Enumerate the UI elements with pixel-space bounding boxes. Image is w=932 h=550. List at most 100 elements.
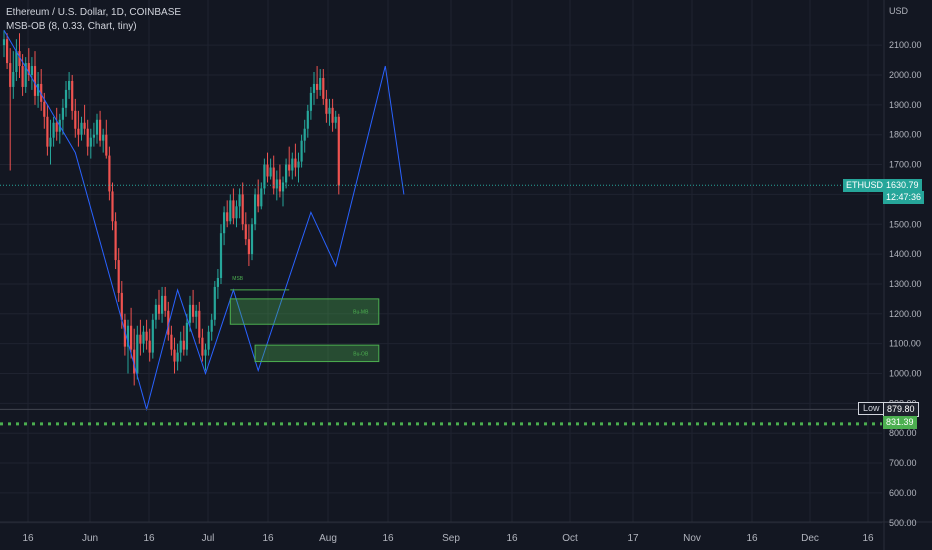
candle-body xyxy=(157,304,161,314)
candle-body xyxy=(291,158,294,171)
candle-body xyxy=(139,334,142,344)
candle xyxy=(247,224,250,267)
candle xyxy=(89,128,92,159)
candle xyxy=(15,39,18,81)
msb-label: MSB xyxy=(232,276,244,282)
candle-body xyxy=(334,116,337,123)
candle-body xyxy=(229,200,232,222)
candle xyxy=(303,119,306,153)
candle-body xyxy=(207,331,210,350)
order-blocks: Bu-MB Bu-OB xyxy=(229,298,380,363)
candle-body xyxy=(9,63,12,87)
candle-body xyxy=(312,83,316,93)
candle xyxy=(201,328,204,362)
candle xyxy=(297,152,300,183)
candle-body xyxy=(213,286,216,320)
price-tick-label: 1000.00 xyxy=(889,369,922,379)
candle xyxy=(37,72,40,108)
price-tick-label: 2100.00 xyxy=(889,40,922,50)
indicator-title[interactable]: MSB-OB (8, 0.33, Chart, tiny) xyxy=(6,21,137,32)
time-tick-label: Jun xyxy=(82,533,98,544)
candle-body xyxy=(136,334,139,374)
candle xyxy=(241,182,244,231)
candle xyxy=(207,325,210,356)
candle-body xyxy=(52,122,55,138)
candle xyxy=(266,152,269,183)
candle xyxy=(77,110,80,147)
price-tick-label: 800.00 xyxy=(889,428,917,438)
candle-body xyxy=(102,134,105,141)
candle xyxy=(92,122,95,147)
candle-body xyxy=(322,77,325,99)
candle-body xyxy=(21,66,24,87)
candle xyxy=(260,182,263,210)
candle xyxy=(52,116,55,147)
candle-body xyxy=(71,80,74,111)
candle xyxy=(331,98,334,132)
order-block-label: Bu-MB xyxy=(353,310,369,316)
candle xyxy=(49,119,52,165)
candle-body xyxy=(105,134,108,156)
candle xyxy=(40,69,43,111)
time-tick-label: Sep xyxy=(442,533,460,544)
candle xyxy=(250,218,254,261)
candle xyxy=(322,69,325,105)
candle xyxy=(74,98,77,138)
candle xyxy=(306,104,309,138)
price-tick-label: 1900.00 xyxy=(889,100,922,110)
candle xyxy=(55,107,58,141)
time-tick-label: 16 xyxy=(506,533,518,544)
price-tick-label: 1100.00 xyxy=(889,339,921,349)
candle xyxy=(232,188,235,225)
candle-body xyxy=(30,66,33,75)
candle xyxy=(195,304,198,329)
candle xyxy=(229,194,232,225)
candle-body xyxy=(204,349,207,356)
candle xyxy=(111,182,114,231)
candle xyxy=(142,325,145,353)
candle-body xyxy=(195,310,198,317)
candle xyxy=(198,301,201,344)
candle-body xyxy=(161,295,164,314)
candle xyxy=(71,75,74,120)
candle-body xyxy=(55,122,58,132)
candle xyxy=(269,158,272,180)
candle xyxy=(223,206,226,246)
price-tick-label: 1500.00 xyxy=(889,219,922,229)
candle xyxy=(18,33,21,78)
candle-body xyxy=(216,277,219,287)
candle xyxy=(86,119,89,156)
candle-body xyxy=(250,224,254,255)
candle xyxy=(176,343,179,371)
candle-body xyxy=(269,167,272,177)
candle-body xyxy=(167,310,170,335)
price-axis: USD2100.002000.001900.001800.001700.0016… xyxy=(889,6,922,528)
time-tick-label: 17 xyxy=(627,533,639,544)
candle-body xyxy=(95,119,99,135)
candle xyxy=(192,289,195,323)
candle-body xyxy=(328,107,331,114)
candle-body xyxy=(210,319,213,332)
candle-body xyxy=(46,116,49,147)
candle xyxy=(288,146,291,177)
candle-body xyxy=(226,212,229,222)
candle-body xyxy=(235,206,238,219)
candle xyxy=(238,188,241,219)
candle-body xyxy=(74,110,77,129)
candle xyxy=(278,164,281,198)
candle-body xyxy=(303,128,306,141)
candle-body xyxy=(309,92,312,111)
candle-body xyxy=(263,164,266,189)
candle xyxy=(21,54,24,96)
candle xyxy=(263,158,266,195)
candle-body xyxy=(260,188,263,207)
candle-body xyxy=(244,224,247,240)
candle xyxy=(319,69,322,96)
symbol-title[interactable]: Ethereum / U.S. Dollar, 1D, COINBASE xyxy=(6,7,182,18)
candle xyxy=(185,313,188,356)
countdown-badge: 12:47:36 xyxy=(883,191,925,204)
candle-body xyxy=(300,140,303,162)
candle-body xyxy=(133,349,136,374)
